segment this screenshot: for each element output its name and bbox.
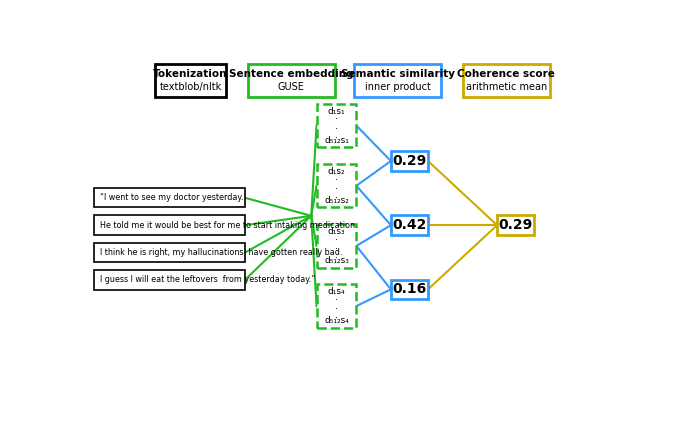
Text: inner product: inner product [364, 82, 430, 92]
Text: 0.29: 0.29 [393, 154, 427, 168]
Text: .
.
.: . . . [335, 112, 338, 140]
Text: 0.42: 0.42 [393, 218, 427, 232]
Text: 0.29: 0.29 [499, 218, 533, 232]
Text: GUSE: GUSE [278, 82, 305, 92]
Text: Sentence embedding: Sentence embedding [229, 69, 353, 79]
Text: d₅₁₂s₂: d₅₁₂s₂ [324, 196, 349, 205]
Text: .
.
.: . . . [335, 171, 338, 200]
Text: I think he is right, my hallucinations  have gotten really bad.: I think he is right, my hallucinations h… [100, 248, 342, 257]
Text: d₁s₁: d₁s₁ [327, 107, 345, 115]
FancyBboxPatch shape [353, 64, 441, 97]
Text: He told me it would be best for me to start intaking medication.: He told me it would be best for me to st… [100, 220, 358, 230]
FancyBboxPatch shape [94, 243, 245, 262]
Text: d₅₁₂s₁: d₅₁₂s₁ [324, 136, 349, 145]
Text: 0.16: 0.16 [393, 283, 427, 296]
Text: “I went to see my doctor yesterday.: “I went to see my doctor yesterday. [100, 193, 243, 202]
FancyBboxPatch shape [94, 188, 245, 207]
Text: d₁s₂: d₁s₂ [327, 167, 345, 176]
Text: Coherence score: Coherence score [458, 69, 556, 79]
Text: Semantic similarity: Semantic similarity [340, 69, 455, 79]
Text: arithmetic mean: arithmetic mean [466, 82, 547, 92]
Text: d₅₁₂s₄: d₅₁₂s₄ [324, 316, 349, 325]
Text: d₅₁₂s₃: d₅₁₂s₃ [324, 256, 349, 265]
FancyBboxPatch shape [155, 64, 226, 97]
Text: d₁s₄: d₁s₄ [327, 287, 345, 296]
FancyBboxPatch shape [391, 216, 428, 235]
FancyBboxPatch shape [316, 164, 356, 207]
Text: I guess I will eat the leftovers  from yesterday today.”: I guess I will eat the leftovers from ye… [100, 276, 316, 285]
Text: .
.
.: . . . [335, 292, 338, 320]
Text: d₁s₃: d₁s₃ [327, 227, 345, 236]
FancyBboxPatch shape [247, 64, 335, 97]
FancyBboxPatch shape [497, 216, 534, 235]
FancyBboxPatch shape [462, 64, 550, 97]
Text: Tokenization: Tokenization [153, 69, 227, 79]
FancyBboxPatch shape [316, 104, 356, 147]
FancyBboxPatch shape [316, 224, 356, 268]
FancyBboxPatch shape [391, 151, 428, 171]
Text: textblob/nltk: textblob/nltk [160, 82, 222, 92]
FancyBboxPatch shape [94, 270, 245, 289]
FancyBboxPatch shape [94, 216, 245, 235]
Text: .
.
.: . . . [335, 232, 338, 260]
FancyBboxPatch shape [316, 284, 356, 328]
FancyBboxPatch shape [391, 279, 428, 299]
